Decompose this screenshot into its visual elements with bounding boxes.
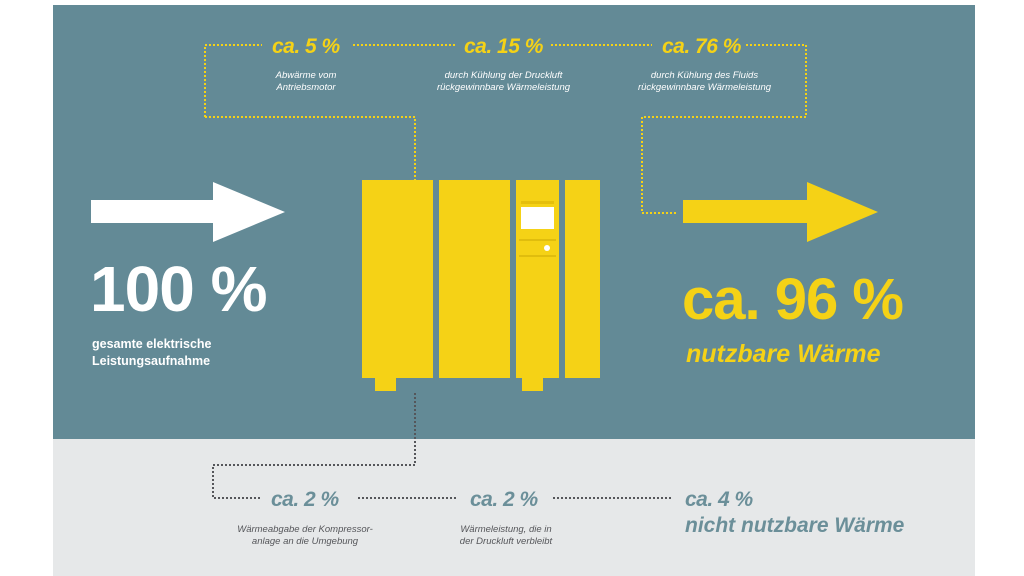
input-label-line: gesamte elektrische — [92, 337, 212, 351]
caption-line: Antriebsmotor — [276, 82, 336, 93]
recovery-motor-percent: ca. 5 % — [272, 35, 340, 58]
caption-line: anlage an die Umgebung — [251, 536, 359, 547]
compressor-unit-icon — [362, 180, 600, 391]
loss-total-label: nicht nutzbare Wärme — [685, 514, 905, 537]
caption-line: Abwärme vom — [275, 70, 337, 81]
caption-line: Wärmeabgabe der Kompressor- — [237, 524, 373, 535]
input-label-line: Leistungsaufnahme — [92, 354, 211, 368]
connector-line-right — [641, 44, 807, 214]
output-percent: ca. 96 % — [682, 267, 904, 332]
recovery-air-caption: durch Kühlung der Druckluft rückgewinnba… — [421, 70, 586, 94]
output-label: nutzbare Wärme — [686, 340, 881, 368]
caption-line: rückgewinnbare Wärmeleistung — [436, 82, 571, 93]
recovery-connector-lines — [204, 44, 807, 214]
input-label: gesamte elektrische Leistungsaufnahme — [92, 336, 212, 370]
loss-air-percent: ca. 2 % — [470, 488, 538, 511]
loss-ambient-caption: Wärmeabgabe der Kompressor- anlage an di… — [225, 524, 385, 548]
compressor-panel-2 — [439, 180, 510, 378]
recovery-motor-caption: Abwärme vom Antriebsmotor — [256, 70, 356, 94]
compressor-panel-1 — [362, 180, 433, 378]
loss-ambient-percent: ca. 2 % — [271, 488, 339, 511]
input-percent: 100 % — [90, 253, 267, 325]
compressor-panel-4 — [565, 180, 600, 378]
control-display — [521, 207, 554, 229]
control-panel-strip — [521, 201, 554, 204]
loss-connector-line-left — [212, 393, 416, 499]
caption-line: durch Kühlung des Fluids — [650, 70, 759, 81]
loss-connector-lines — [212, 393, 672, 499]
compressor-foot-left — [375, 378, 396, 391]
caption-line: der Druckluft verbleibt — [459, 536, 553, 547]
compressor-foot-right — [522, 378, 543, 391]
arrow-right-white-icon — [91, 182, 285, 242]
loss-air-caption: Wärmeleistung, die in der Druckluft verb… — [446, 524, 566, 548]
recovery-air-percent: ca. 15 % — [464, 35, 543, 58]
control-button — [544, 245, 550, 251]
recovery-fluid-percent: ca. 76 % — [662, 35, 741, 58]
recovery-fluid-caption: durch Kühlung des Fluids rückgewinnbare … — [622, 70, 787, 94]
caption-line: Wärmeleistung, die in — [460, 524, 552, 535]
caption-line: durch Kühlung der Druckluft — [444, 70, 563, 81]
connector-line-center — [205, 116, 416, 180]
loss-total-percent: ca. 4 % — [685, 488, 753, 511]
arrow-right-yellow-icon — [683, 182, 878, 242]
connector-line-left — [204, 44, 262, 117]
unusable-heat-panel — [53, 439, 975, 576]
caption-line: rückgewinnbare Wärmeleistung — [637, 82, 772, 93]
